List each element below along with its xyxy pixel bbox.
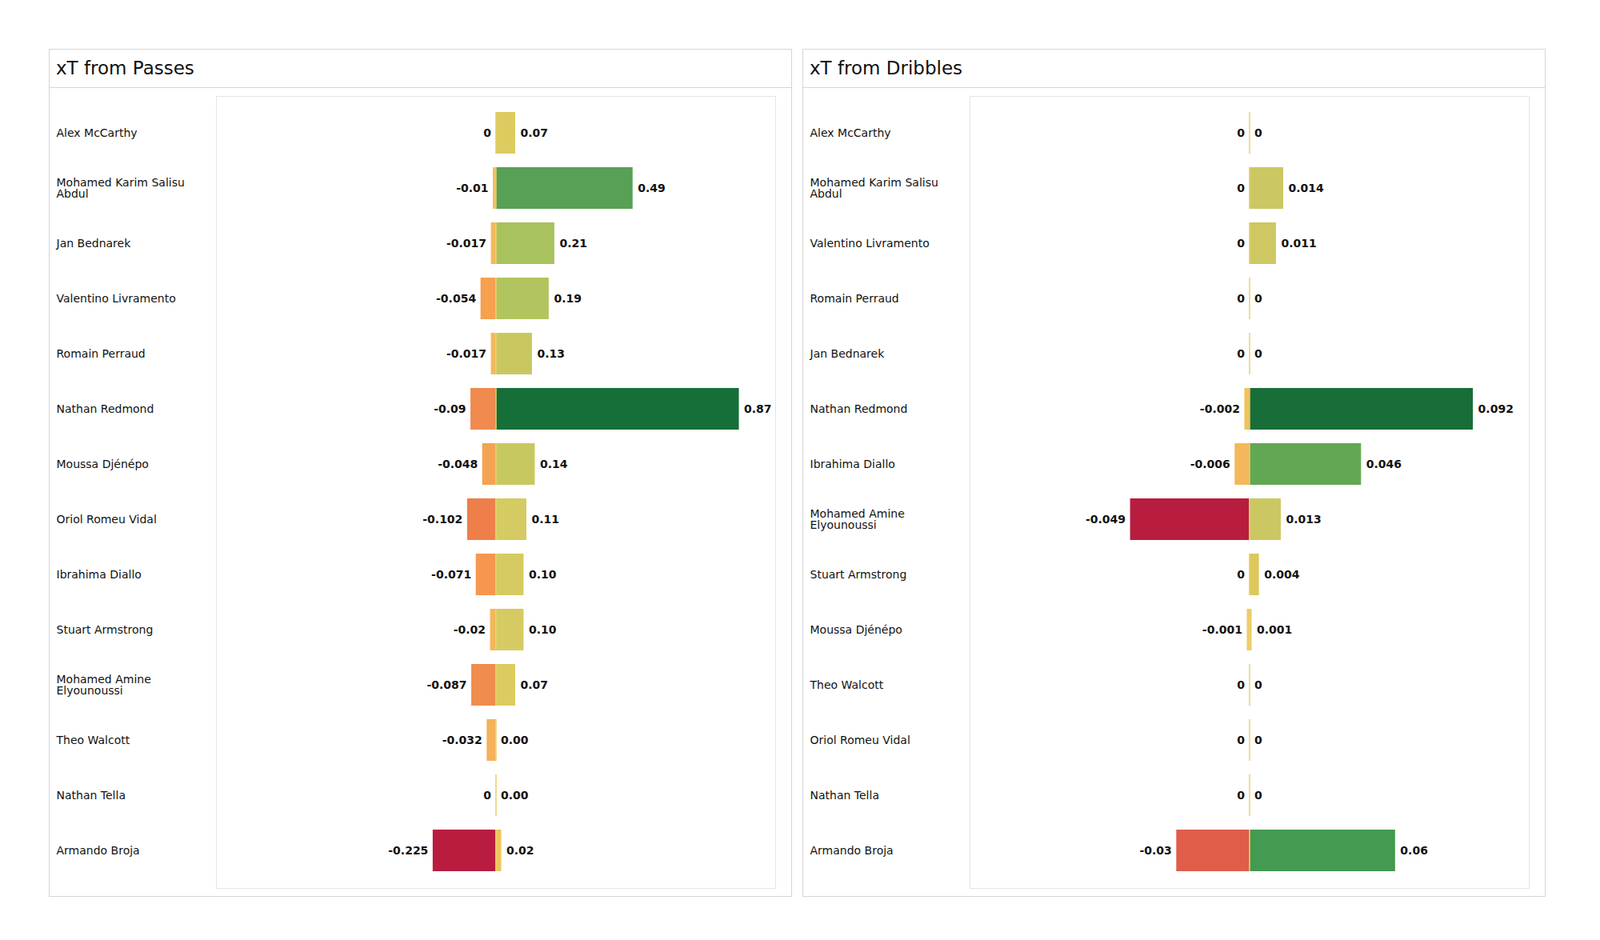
svg-text:0.10: 0.10 xyxy=(528,568,557,581)
svg-text:0: 0 xyxy=(483,788,492,802)
svg-text:0: 0 xyxy=(1236,292,1245,305)
svg-text:0: 0 xyxy=(1236,733,1245,747)
svg-text:0.046: 0.046 xyxy=(1366,457,1402,471)
svg-text:0.06: 0.06 xyxy=(1400,844,1428,857)
svg-text:0: 0 xyxy=(1254,678,1263,692)
svg-text:Jan Bednarek: Jan Bednarek xyxy=(56,236,132,250)
svg-text:Ibrahima Diallo: Ibrahima Diallo xyxy=(56,568,142,581)
svg-text:Ibrahima Diallo: Ibrahima Diallo xyxy=(810,457,896,471)
svg-text:0: 0 xyxy=(1254,347,1263,360)
svg-text:Mohamed AmineElyounoussi: Mohamed AmineElyounoussi xyxy=(810,507,905,532)
svg-text:-0.001: -0.001 xyxy=(1202,623,1243,636)
svg-text:-0.048: -0.048 xyxy=(437,457,478,471)
svg-text:-0.087: -0.087 xyxy=(426,678,467,692)
svg-text:-0.049: -0.049 xyxy=(1085,512,1126,526)
svg-text:-0.225: -0.225 xyxy=(388,844,428,857)
svg-text:0.87: 0.87 xyxy=(744,402,772,416)
svg-text:Nathan Tella: Nathan Tella xyxy=(56,788,126,802)
svg-text:-0.017: -0.017 xyxy=(446,236,487,250)
svg-text:0: 0 xyxy=(1236,788,1245,802)
svg-text:0: 0 xyxy=(1254,733,1263,747)
svg-text:Valentino Livramento: Valentino Livramento xyxy=(56,292,176,305)
svg-text:0.001: 0.001 xyxy=(1256,623,1292,636)
svg-text:Theo Walcott: Theo Walcott xyxy=(56,733,131,747)
svg-text:0.00: 0.00 xyxy=(500,733,529,747)
svg-text:0: 0 xyxy=(1236,678,1245,692)
html-text:xT from Dribbles: xT from Dribbles xyxy=(809,57,963,79)
svg-text:0.092: 0.092 xyxy=(1478,402,1514,416)
svg-text:Nathan Redmond: Nathan Redmond xyxy=(810,402,908,416)
svg-text:Jan Bednarek: Jan Bednarek xyxy=(809,347,886,360)
svg-text:Alex McCarthy: Alex McCarthy xyxy=(810,126,892,140)
svg-text:0.02: 0.02 xyxy=(506,844,535,857)
html-text:xT from Passes: xT from Passes xyxy=(56,57,195,79)
svg-text:0.004: 0.004 xyxy=(1264,568,1300,581)
svg-text:Romain Perraud: Romain Perraud xyxy=(56,347,146,360)
svg-text:-0.09: -0.09 xyxy=(433,402,466,416)
svg-text:-0.032: -0.032 xyxy=(442,733,483,747)
svg-text:-0.01: -0.01 xyxy=(456,181,488,195)
svg-text:0: 0 xyxy=(483,126,492,140)
svg-text:-0.006: -0.006 xyxy=(1190,457,1231,471)
svg-text:0.00: 0.00 xyxy=(500,788,529,802)
svg-text:Nathan Redmond: Nathan Redmond xyxy=(56,402,155,416)
svg-text:0.19: 0.19 xyxy=(553,292,582,305)
svg-text:0.10: 0.10 xyxy=(528,623,557,636)
svg-text:Oriol Romeu Vidal: Oriol Romeu Vidal xyxy=(810,733,911,747)
svg-text:Stuart Armstrong: Stuart Armstrong xyxy=(810,568,908,581)
svg-text:Nathan Tella: Nathan Tella xyxy=(810,788,880,802)
svg-text:Moussa Djénépo: Moussa Djénépo xyxy=(56,457,149,471)
svg-text:Oriol Romeu Vidal: Oriol Romeu Vidal xyxy=(56,512,157,526)
svg-text:0: 0 xyxy=(1254,292,1263,305)
svg-text:-0.054: -0.054 xyxy=(436,292,476,305)
svg-text:-0.017: -0.017 xyxy=(446,347,487,360)
svg-text:-0.002: -0.002 xyxy=(1200,402,1240,416)
svg-text:0: 0 xyxy=(1236,181,1245,195)
svg-text:0.49: 0.49 xyxy=(637,181,666,195)
svg-text:0: 0 xyxy=(1236,568,1245,581)
svg-text:0: 0 xyxy=(1236,236,1245,250)
svg-text:0: 0 xyxy=(1254,788,1263,802)
svg-text:-0.102: -0.102 xyxy=(422,512,463,526)
svg-text:Alex McCarthy: Alex McCarthy xyxy=(56,126,138,140)
svg-text:Moussa Djénépo: Moussa Djénépo xyxy=(810,623,903,636)
svg-text:0.11: 0.11 xyxy=(531,512,560,526)
svg-text:0: 0 xyxy=(1236,126,1245,140)
svg-text:0.013: 0.013 xyxy=(1286,512,1322,526)
svg-text:Mohamed AmineElyounoussi: Mohamed AmineElyounoussi xyxy=(56,672,152,697)
svg-text:-0.03: -0.03 xyxy=(1139,844,1172,857)
svg-text:Romain Perraud: Romain Perraud xyxy=(810,292,900,305)
svg-text:0.014: 0.014 xyxy=(1288,181,1325,195)
svg-text:Armando Broja: Armando Broja xyxy=(810,844,894,857)
svg-text:Mohamed Karim SalisuAbdul: Mohamed Karim SalisuAbdul xyxy=(810,176,939,200)
svg-text:0.21: 0.21 xyxy=(559,236,588,250)
svg-text:0.13: 0.13 xyxy=(536,347,565,360)
svg-text:0.07: 0.07 xyxy=(520,678,548,692)
svg-text:0.011: 0.011 xyxy=(1280,236,1316,250)
svg-text:0: 0 xyxy=(1254,126,1263,140)
svg-text:Armando Broja: Armando Broja xyxy=(56,844,140,857)
svg-text:Theo Walcott: Theo Walcott xyxy=(809,678,884,692)
svg-text:Valentino Livramento: Valentino Livramento xyxy=(810,236,930,250)
svg-text:0: 0 xyxy=(1236,347,1245,360)
svg-text:0.07: 0.07 xyxy=(520,126,548,140)
svg-text:Mohamed Karim SalisuAbdul: Mohamed Karim SalisuAbdul xyxy=(56,176,185,200)
svg-text:-0.02: -0.02 xyxy=(453,623,486,636)
svg-text:0.14: 0.14 xyxy=(540,457,568,471)
svg-text:Stuart Armstrong: Stuart Armstrong xyxy=(56,623,154,636)
svg-text:-0.071: -0.071 xyxy=(431,568,472,581)
